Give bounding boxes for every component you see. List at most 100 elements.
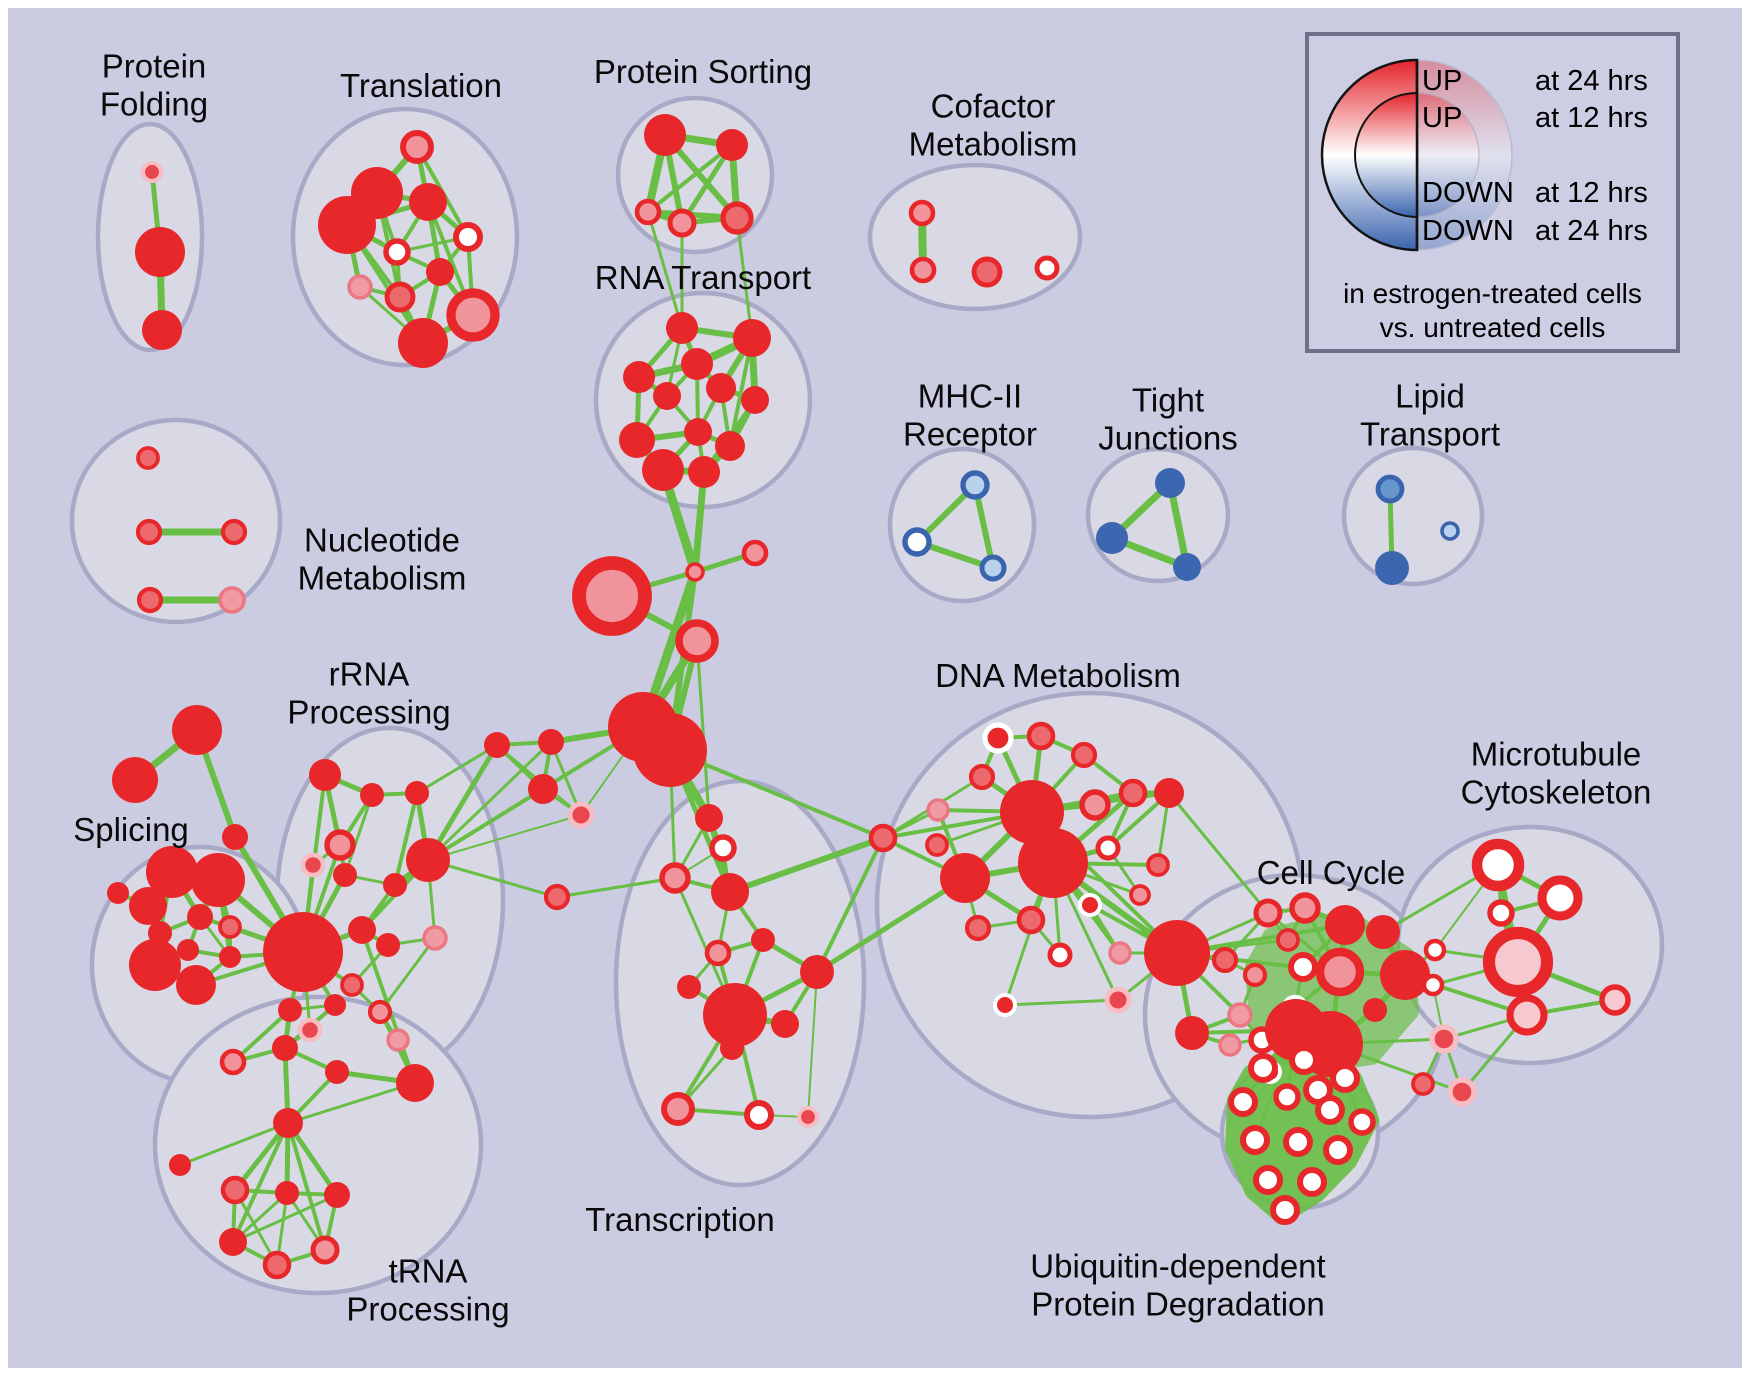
edge [425, 742, 500, 863]
gene-node-LR [340, 973, 364, 997]
edge [555, 876, 677, 899]
gene-node-BW [902, 527, 932, 557]
gene-node-R [187, 904, 213, 930]
gene-node-RW [1253, 1165, 1283, 1195]
gene-node-LR [135, 518, 163, 546]
gene-node-LR [136, 446, 160, 470]
gene-node-RP [572, 556, 652, 636]
gene-node-RW [1248, 1053, 1278, 1083]
gene-node-R [222, 824, 248, 850]
gene-node-R [177, 939, 199, 961]
gene-node-RW [1270, 1195, 1300, 1225]
gene-node-PS [218, 586, 246, 614]
gene-node-PS [1108, 941, 1132, 965]
gene-node-LR [964, 914, 992, 942]
gene-node-BL [960, 470, 990, 500]
edge [233, 1188, 279, 1267]
gene-node-R [1325, 905, 1365, 945]
gene-node-LR [1211, 946, 1239, 974]
figure-panel: Protein Folding Translation Protein Sortin… [8, 8, 1742, 1368]
gene-node-B [1173, 553, 1201, 581]
gene-node-PR [1104, 986, 1132, 1014]
gene-node-R [711, 873, 749, 911]
legend-time-label: at 24 hrs [1535, 215, 1648, 247]
gene-node-LR [136, 586, 164, 614]
gene-node-RW [1330, 1063, 1360, 1093]
gene-node-RP [741, 539, 769, 567]
gene-node-LR [720, 201, 754, 235]
legend-direction-label: DOWN [1422, 177, 1514, 209]
gene-node-PS [386, 1028, 410, 1052]
gene-node-R [376, 933, 400, 957]
legend-inner-right-half [1416, 92, 1480, 218]
gene-node-R [1366, 915, 1400, 949]
edge [426, 740, 553, 862]
gene-node-R [396, 1064, 434, 1102]
gene-node-RW [1297, 1167, 1327, 1197]
gene-node-RP [704, 939, 732, 967]
gene-node-LR [220, 1175, 250, 1205]
gene-node-LR [218, 915, 242, 939]
gene-node-R [1363, 998, 1387, 1022]
gene-node-R [398, 318, 448, 368]
gene-node-LR [1146, 853, 1170, 877]
gene-node-R [940, 853, 990, 903]
gene-node-R [1380, 950, 1430, 1000]
gene-node-RW [1487, 899, 1515, 927]
gene-node-R [409, 183, 447, 221]
cluster-cofactor-metabolism [867, 162, 1083, 312]
cluster-mhc-ii-receptor [887, 446, 1037, 604]
gene-node-R [146, 846, 198, 898]
gene-node-RP [367, 999, 393, 1025]
gene-node-R [219, 946, 241, 968]
gene-node-LR [1411, 1072, 1435, 1096]
gene-node-R [148, 921, 172, 945]
gene-node-PR [300, 852, 326, 878]
cluster-nucleotide-metabolism [69, 417, 283, 625]
gene-node-RP [1129, 884, 1151, 906]
gene-node-R [695, 804, 723, 832]
gene-node-R [275, 1181, 299, 1205]
edge [426, 787, 545, 862]
gene-node-BL [979, 554, 1007, 582]
gene-node-R [741, 386, 769, 414]
gene-node-R [653, 382, 681, 410]
gene-node-R [1175, 1016, 1209, 1050]
gene-node-R [800, 955, 834, 989]
gene-node-LR [968, 763, 996, 791]
edge [178, 1121, 290, 1167]
gene-node-R [172, 705, 222, 755]
edge [1003, 998, 1120, 1007]
gene-node-RP [219, 1048, 247, 1076]
edge [814, 875, 968, 975]
gene-node-R [1000, 780, 1064, 844]
gene-node-RW [1228, 1087, 1258, 1117]
gene-node-RP [661, 1092, 695, 1126]
edge [286, 1121, 327, 1252]
edge [807, 971, 818, 1118]
gene-node-RP [446, 288, 500, 342]
node-layer [107, 114, 1631, 1280]
gene-node-PR [796, 1105, 820, 1129]
gene-node-RW [1323, 1135, 1353, 1165]
gene-node-R [406, 838, 450, 882]
gene-node-RW [1315, 1095, 1345, 1125]
gene-node-R [684, 418, 712, 446]
gene-node-R [273, 1108, 303, 1138]
gene-node-R [405, 781, 429, 805]
legend-box: UP at 24 hrs UP at 12 hrs DOWN at 12 hrs… [1305, 32, 1680, 353]
gene-node-R [703, 983, 767, 1047]
gene-node-PS [1227, 1002, 1253, 1028]
gene-node-PS [347, 274, 373, 300]
gene-node-WR [982, 722, 1014, 754]
gene-node-LR [1276, 928, 1300, 952]
gene-node-R [272, 1035, 298, 1061]
gene-node-LR [1016, 905, 1046, 935]
gene-node-RPP [1599, 984, 1631, 1016]
gene-node-R [1154, 778, 1184, 808]
gene-node-R [681, 348, 713, 380]
gene-node-RW [1273, 1083, 1301, 1111]
gene-node-LR [384, 281, 416, 313]
gene-node-R [538, 729, 564, 755]
gene-node-RW [1283, 1127, 1313, 1157]
